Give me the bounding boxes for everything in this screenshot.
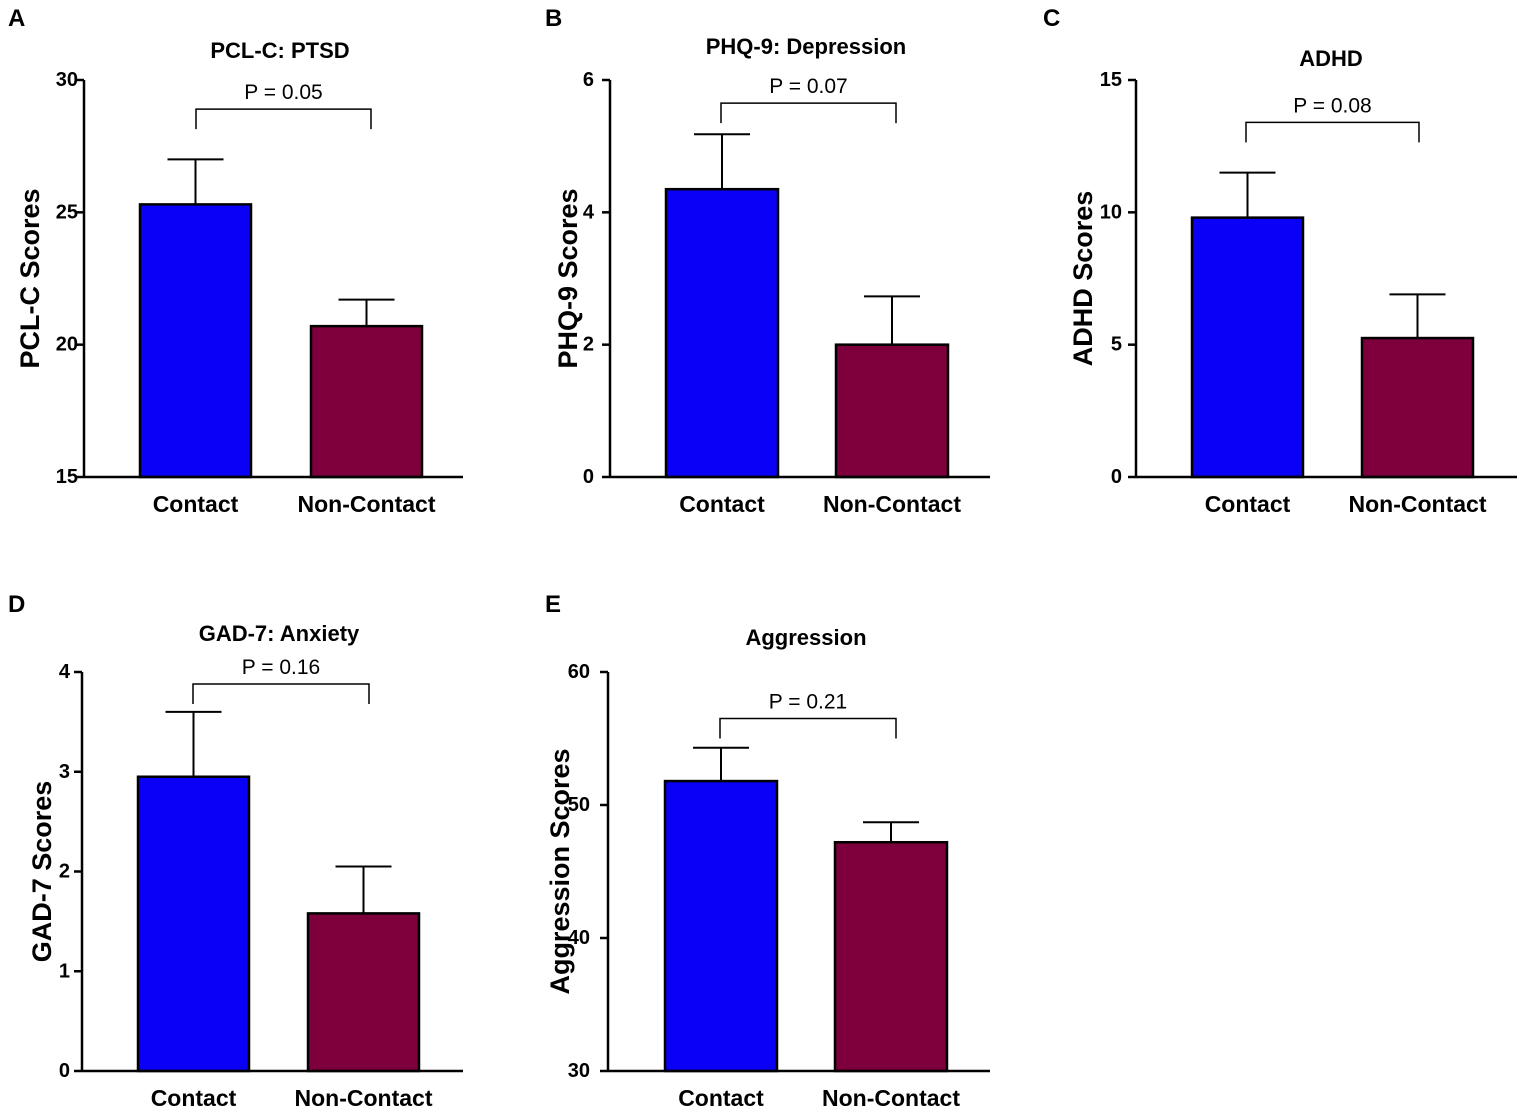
- p-value-label: P = 0.21: [769, 691, 847, 714]
- x-tick-label: Non-Contact: [1349, 491, 1487, 517]
- significance-bracket: [719, 717, 897, 739]
- y-tick-label: 30: [568, 1060, 590, 1082]
- chart-title: GAD-7: Anxiety: [199, 621, 360, 646]
- bar-non-contact: [306, 912, 421, 1073]
- y-tick-label: 20: [56, 334, 78, 356]
- panel-letter: A: [8, 5, 25, 32]
- y-axis-label: GAD-7 Scores: [27, 781, 57, 963]
- y-axis-label: Aggression Scores: [545, 748, 575, 994]
- x-tick-label: Contact: [153, 491, 239, 517]
- x-tick-label: Contact: [151, 1085, 237, 1111]
- y-tick-label: 2: [59, 861, 70, 883]
- significance-bracket: [720, 102, 897, 124]
- p-value-label: P = 0.16: [242, 656, 320, 679]
- chart-panel-c: C ADHD ADHD Scores 0 5 10 15 Contact Non-Contact…: [1043, 5, 1517, 517]
- bar-contact: [664, 187, 780, 479]
- y-tick-label: 2: [583, 334, 594, 356]
- y-tick-label: 5: [1111, 334, 1122, 356]
- y-tick-label: 4: [59, 661, 71, 683]
- bar-non-contact: [1360, 336, 1475, 479]
- y-tick-label: 10: [1100, 201, 1122, 223]
- x-tick-label: Non-Contact: [822, 1085, 960, 1111]
- y-tick-label: 4: [583, 201, 595, 223]
- y-tick-label: 15: [1100, 69, 1122, 91]
- bar-contact: [1190, 216, 1305, 479]
- panel-letter: B: [545, 5, 562, 32]
- x-tick-label: Contact: [679, 491, 765, 517]
- y-tick-label: 30: [56, 69, 78, 91]
- bar-non-contact: [309, 324, 424, 479]
- x-tick-label: Non-Contact: [823, 491, 961, 517]
- bar-non-contact: [833, 840, 949, 1073]
- y-axis-label: PHQ-9 Scores: [553, 188, 583, 368]
- y-tick-label: 3: [59, 761, 70, 783]
- chart-title: Aggression: [745, 625, 866, 650]
- p-value-label: P = 0.07: [769, 75, 847, 98]
- chart-panel-d: D GAD-7: Anxiety GAD-7 Scores 0 1 2 3 4 Contact N…: [8, 591, 463, 1111]
- y-axis-label: PCL-C Scores: [15, 188, 45, 368]
- bar-contact: [136, 775, 251, 1073]
- x-tick-label: Contact: [678, 1085, 764, 1111]
- y-tick-label: 50: [568, 794, 590, 816]
- x-tick-label: Non-Contact: [295, 1085, 433, 1111]
- p-value-label: P = 0.05: [244, 81, 322, 104]
- y-tick-label: 15: [56, 466, 78, 488]
- y-tick-label: 1: [59, 960, 70, 982]
- significance-bracket: [192, 683, 370, 704]
- y-tick-label: 6: [583, 69, 594, 91]
- bar-contact: [138, 203, 253, 479]
- x-tick-label: Contact: [1205, 491, 1291, 517]
- panel-letter: D: [8, 591, 25, 618]
- bar-contact: [663, 779, 779, 1073]
- chart-panel-b: B PHQ-9: Depression PHQ-9 Scores 0 2 4 6 Contac…: [545, 5, 990, 517]
- panel-letter: E: [545, 591, 561, 618]
- panel-letter: C: [1043, 5, 1060, 32]
- y-tick-label: 0: [59, 1060, 70, 1082]
- x-tick-label: Non-Contact: [298, 491, 436, 517]
- y-tick-label: 0: [583, 466, 594, 488]
- significance-bracket: [195, 108, 372, 130]
- significance-bracket: [1245, 121, 1420, 143]
- y-tick-label: 0: [1111, 466, 1122, 488]
- chart-title: PCL-C: PTSD: [210, 38, 349, 63]
- y-tick-label: 60: [568, 661, 590, 683]
- bar-non-contact: [834, 343, 950, 479]
- y-axis-label: ADHD Scores: [1068, 191, 1098, 367]
- chart-panel-e: E Aggression Aggression Scores 30 40 50 60 Cont…: [545, 591, 990, 1111]
- y-tick-label: 40: [568, 927, 590, 949]
- chart-panel-a: A PCL-C: PTSD PCL-C Scores 15 20 25 30 Contact N…: [8, 5, 463, 517]
- chart-title: PHQ-9: Depression: [706, 34, 907, 59]
- p-value-label: P = 0.08: [1293, 94, 1371, 117]
- y-tick-label: 25: [56, 201, 78, 223]
- chart-title: ADHD: [1299, 46, 1363, 71]
